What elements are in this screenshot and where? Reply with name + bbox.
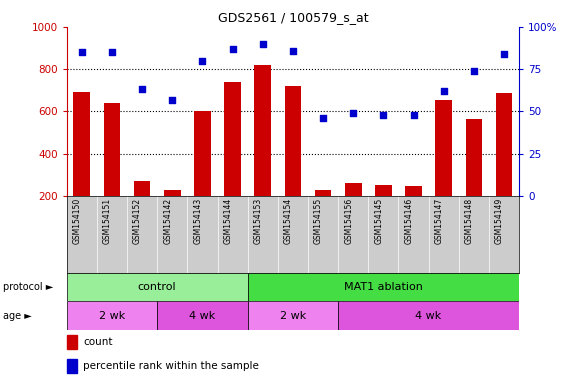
Text: control: control [138,282,176,292]
Point [469,68,478,74]
Bar [338,301,519,330]
Bar [375,185,392,196]
Point [409,112,418,118]
Text: GSM154156: GSM154156 [344,198,353,244]
Text: GSM154145: GSM154145 [374,198,383,244]
Bar [405,186,422,196]
Bar [74,92,90,196]
Text: MAT1 ablation: MAT1 ablation [344,282,423,292]
Bar [164,189,180,196]
Bar [345,183,361,196]
Point [439,88,448,94]
Text: GSM154155: GSM154155 [314,198,323,244]
Text: protocol ►: protocol ► [3,282,53,292]
Text: GSM154143: GSM154143 [193,198,202,244]
Point [228,46,237,52]
Text: count: count [83,337,113,347]
Title: GDS2561 / 100579_s_at: GDS2561 / 100579_s_at [218,11,368,24]
Bar [134,181,150,196]
Point [499,51,509,57]
Text: GSM154142: GSM154142 [163,198,172,244]
Text: GSM154147: GSM154147 [434,198,444,244]
Text: 4 wk: 4 wk [189,311,216,321]
Bar [67,273,248,301]
Text: GSM154151: GSM154151 [103,198,112,244]
Point [77,49,86,55]
Point [137,86,147,93]
Text: GSM154153: GSM154153 [253,198,263,244]
Text: percentile rank within the sample: percentile rank within the sample [83,361,259,371]
Text: GSM154154: GSM154154 [284,198,293,244]
Text: GSM154146: GSM154146 [404,198,414,244]
Bar [194,111,211,196]
Bar [67,359,77,372]
Bar [67,301,157,330]
Point [198,58,207,64]
Point [318,115,328,121]
Bar [255,65,271,196]
Text: age ►: age ► [3,311,32,321]
Bar [496,93,512,196]
Bar [67,335,77,349]
Bar [436,100,452,196]
Text: GSM154149: GSM154149 [495,198,504,244]
Text: GSM154150: GSM154150 [72,198,82,244]
Point [168,96,177,103]
Point [107,49,117,55]
Text: GSM154152: GSM154152 [133,198,142,244]
Text: 4 wk: 4 wk [415,311,442,321]
Bar [315,189,331,196]
Bar [104,103,120,196]
Bar [248,273,519,301]
Text: GSM154148: GSM154148 [465,198,474,244]
Bar [157,301,248,330]
Bar [466,119,482,196]
Bar [248,301,338,330]
Point [349,110,358,116]
Text: GSM154144: GSM154144 [223,198,233,244]
Bar [224,82,241,196]
Text: 2 wk: 2 wk [99,311,125,321]
Point [379,112,388,118]
Bar [285,86,301,196]
Text: 2 wk: 2 wk [280,311,306,321]
Point [288,48,298,54]
Point [258,41,267,47]
